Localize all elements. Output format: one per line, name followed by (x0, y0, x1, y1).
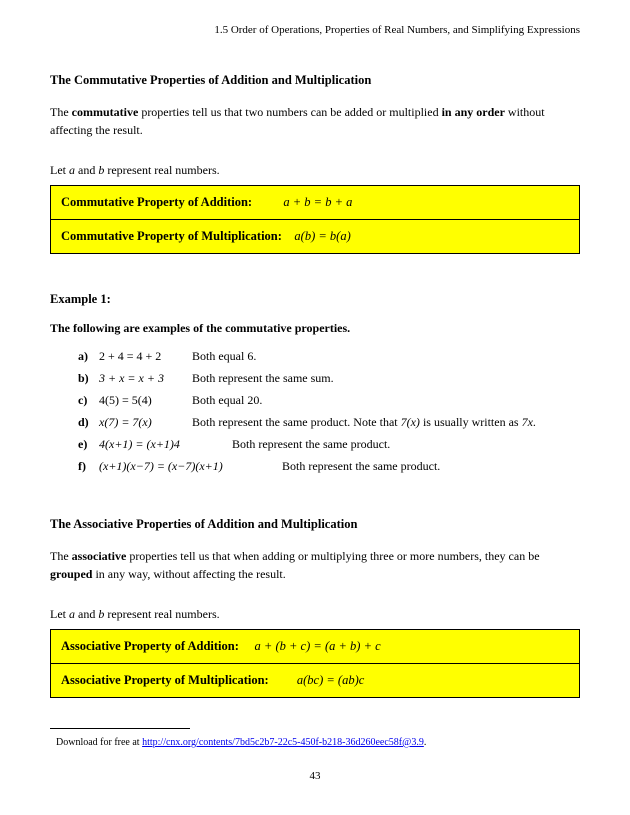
associative-let: Let a and b represent real numbers. (50, 605, 580, 623)
table-cell: Associative Property of Addition: a + (b… (51, 630, 580, 664)
commutative-let: Let a and b represent real numbers. (50, 161, 580, 179)
commutative-table: Commutative Property of Addition: a + b … (50, 185, 580, 254)
text: and (75, 607, 98, 621)
text: represent real numbers. (104, 163, 219, 177)
page-number: 43 (50, 768, 580, 785)
property-label: Associative Property of Multiplication: (61, 673, 269, 687)
item-letter: b) (78, 369, 96, 387)
list-item: f) (x+1)(x−7) = (x−7)(x+1) Both represen… (78, 457, 580, 475)
commutative-heading: The Commutative Properties of Addition a… (50, 71, 580, 90)
page-header: 1.5 Order of Operations, Properties of R… (50, 22, 580, 39)
property-formula: a(bc) = (ab)c (297, 673, 364, 687)
list-item: e) 4(x+1) = (x+1)4 Both represent the sa… (78, 435, 580, 453)
property-formula: a + b = b + a (283, 195, 352, 209)
item-note: Both represent the same product. (232, 437, 390, 451)
property-label: Commutative Property of Multiplication: (61, 229, 282, 243)
text: . (533, 415, 536, 429)
text: represent real numbers. (104, 607, 219, 621)
example-label: Example 1: (50, 290, 580, 309)
item-letter: a) (78, 347, 96, 365)
list-item: b) 3 + x = x + 3 Both represent the same… (78, 369, 580, 387)
table-row: Commutative Property of Multiplication: … (51, 220, 580, 254)
item-expr: 4(5) = 5(4) (99, 391, 189, 409)
item-expr: 2 + 4 = 4 + 2 (99, 347, 189, 365)
text-bold: in any order (442, 105, 505, 119)
item-note: Both represent the same sum. (192, 371, 334, 385)
example-intro: The following are examples of the commut… (50, 319, 580, 337)
list-item: d) x(7) = 7(x) Both represent the same p… (78, 413, 580, 431)
item-expr: 3 + x = x + 3 (99, 369, 189, 387)
table-row: Associative Property of Multiplication: … (51, 664, 580, 698)
property-formula: a + (b + c) = (a + b) + c (255, 639, 381, 653)
item-letter: c) (78, 391, 96, 409)
item-expr: 4(x+1) = (x+1)4 (99, 435, 229, 453)
text: Both represent the same product. Note th… (192, 415, 401, 429)
text: is usually written as (420, 415, 522, 429)
text: The (50, 549, 72, 563)
property-formula: a(b) = b(a) (294, 229, 350, 243)
associative-paragraph: The associative properties tell us that … (50, 547, 580, 583)
text: and (75, 163, 98, 177)
item-note: Both equal 20. (192, 393, 262, 407)
example-list: a) 2 + 4 = 4 + 2 Both equal 6. b) 3 + x … (50, 347, 580, 475)
associative-heading: The Associative Properties of Addition a… (50, 515, 580, 534)
text-italic: 7x (522, 415, 533, 429)
table-row: Associative Property of Addition: a + (b… (51, 630, 580, 664)
property-label: Associative Property of Addition: (61, 639, 239, 653)
table-row: Commutative Property of Addition: a + b … (51, 186, 580, 220)
table-cell: Commutative Property of Multiplication: … (51, 220, 580, 254)
item-note: Both represent the same product. (282, 459, 440, 473)
text: properties tell us that when adding or m… (126, 549, 539, 563)
text: in any way, without affecting the result… (92, 567, 285, 581)
text-bold: grouped (50, 567, 92, 581)
item-letter: d) (78, 413, 96, 431)
list-item: a) 2 + 4 = 4 + 2 Both equal 6. (78, 347, 580, 365)
property-label: Commutative Property of Addition: (61, 195, 252, 209)
table-cell: Associative Property of Multiplication: … (51, 664, 580, 698)
footer-prefix: Download for free at (56, 737, 142, 748)
item-note: Both represent the same product. Note th… (192, 415, 536, 429)
text: properties tell us that two numbers can … (138, 105, 441, 119)
table-cell: Commutative Property of Addition: a + b … (51, 186, 580, 220)
list-item: c) 4(5) = 5(4) Both equal 20. (78, 391, 580, 409)
footer-text: Download for free at http://cnx.org/cont… (50, 735, 580, 750)
text-bold: associative (72, 549, 127, 563)
footer-rule (50, 728, 190, 729)
text-italic: 7(x) (401, 415, 420, 429)
associative-table: Associative Property of Addition: a + (b… (50, 629, 580, 698)
item-letter: f) (78, 457, 96, 475)
footer-link[interactable]: http://cnx.org/contents/7bd5c2b7-22c5-45… (142, 737, 424, 748)
text: Let (50, 163, 69, 177)
footer-suffix: . (424, 737, 427, 748)
text: The (50, 105, 72, 119)
item-expr: (x+1)(x−7) = (x−7)(x+1) (99, 457, 279, 475)
item-expr: x(7) = 7(x) (99, 413, 189, 431)
text: Let (50, 607, 69, 621)
text-bold: commutative (72, 105, 139, 119)
commutative-paragraph: The commutative properties tell us that … (50, 103, 580, 139)
item-letter: e) (78, 435, 96, 453)
item-note: Both equal 6. (192, 349, 256, 363)
